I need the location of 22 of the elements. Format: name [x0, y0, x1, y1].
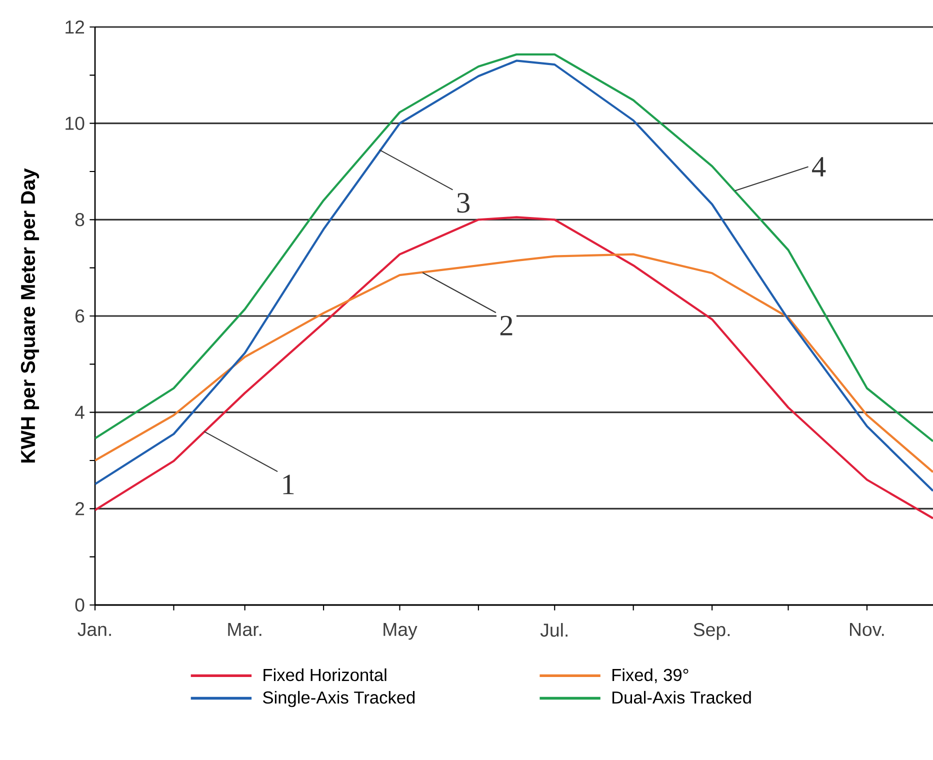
y-tick-label: 8 — [75, 213, 84, 226]
x-tick-label: Jul. — [540, 623, 568, 637]
y-tick-label: 12 — [66, 20, 84, 34]
x-tick-label: Nov. — [850, 623, 884, 636]
annotation: 3 — [457, 193, 470, 213]
annotation: 4 — [812, 157, 826, 176]
annotation: 2 — [500, 316, 512, 336]
legend-label: Fixed Horizontal — [264, 668, 386, 682]
legend-label: Dual-Axis Tracked — [612, 690, 751, 704]
x-tick-label: Mar. — [228, 623, 262, 636]
y-tick-label: 4 — [75, 406, 84, 419]
y-tick-label: 0 — [75, 598, 84, 612]
x-tick-label: May — [384, 623, 418, 640]
x-tick-label: Sep. — [694, 623, 730, 640]
y-tick-label: 10 — [66, 116, 84, 130]
legend-label: Single-Axis Tracked — [263, 690, 415, 708]
y-tick-label: 2 — [76, 502, 84, 516]
y-axis-title: KWH per Square Meter per Day — [20, 168, 40, 462]
legend-label: Fixed, 39° — [612, 668, 688, 684]
annotation: 1 — [283, 474, 294, 494]
y-tick-label: 6 — [76, 309, 84, 323]
x-tick-label: Jan. — [78, 623, 111, 636]
